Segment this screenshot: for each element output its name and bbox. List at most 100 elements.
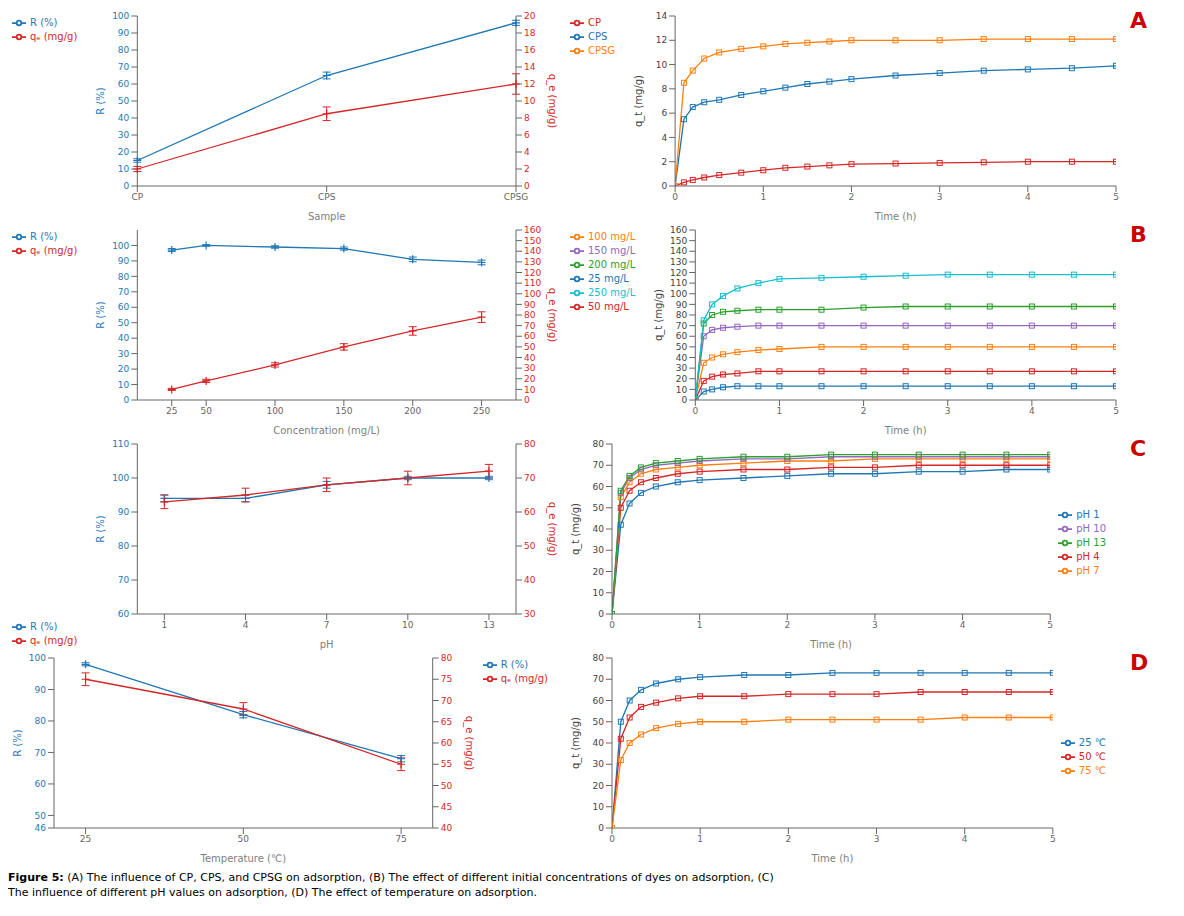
svg-text:50: 50: [35, 811, 47, 821]
svg-text:45: 45: [441, 802, 452, 812]
svg-text:40: 40: [524, 353, 536, 363]
svg-text:100: 100: [112, 241, 129, 251]
svg-text:130: 130: [524, 257, 541, 267]
svg-text:8: 8: [661, 84, 667, 94]
svg-text:90: 90: [676, 300, 688, 310]
svg-text:60: 60: [118, 302, 130, 312]
svg-text:10: 10: [118, 380, 130, 390]
svg-text:30: 30: [524, 609, 536, 619]
svg-text:80: 80: [593, 439, 605, 449]
svg-text:Time (h): Time (h): [809, 639, 852, 650]
svg-text:10: 10: [402, 620, 414, 630]
svg-text:100: 100: [29, 653, 46, 663]
svg-text:90: 90: [118, 507, 130, 517]
svg-text:13: 13: [483, 620, 494, 630]
svg-text:100: 100: [670, 289, 687, 299]
svg-text:20: 20: [118, 364, 130, 374]
svg-text:100: 100: [112, 11, 129, 21]
svg-text:2: 2: [861, 406, 867, 416]
svg-text:0: 0: [124, 181, 130, 191]
svg-text:10: 10: [524, 385, 536, 395]
svg-text:4: 4: [962, 834, 968, 844]
svg-text:10: 10: [118, 164, 130, 174]
svg-text:40: 40: [441, 823, 453, 833]
svg-text:130: 130: [670, 257, 687, 267]
svg-text:0: 0: [609, 834, 615, 844]
svg-text:80: 80: [676, 310, 688, 320]
svg-text:20: 20: [118, 147, 130, 157]
svg-text:1: 1: [161, 620, 167, 630]
svg-text:CP: CP: [131, 192, 143, 202]
svg-text:60: 60: [441, 738, 453, 748]
svg-text:10: 10: [593, 802, 605, 812]
svg-text:40: 40: [118, 333, 130, 343]
svg-text:10: 10: [676, 385, 688, 395]
svg-text:60: 60: [524, 507, 536, 517]
svg-text:R (%): R (%): [95, 87, 106, 115]
svg-text:R (%): R (%): [12, 729, 23, 757]
svg-text:Time (h): Time (h): [884, 425, 927, 436]
svg-text:30: 30: [118, 349, 130, 359]
svg-text:200: 200: [404, 406, 421, 416]
svg-text:70: 70: [524, 473, 536, 483]
svg-text:q_e (mg/g): q_e (mg/g): [546, 74, 558, 128]
svg-text:12: 12: [524, 79, 535, 89]
svg-text:40: 40: [524, 575, 536, 585]
svg-text:65: 65: [441, 717, 452, 727]
svg-text:q_e (mg/g): q_e (mg/g): [546, 288, 558, 342]
svg-text:50: 50: [676, 342, 688, 352]
svg-text:80: 80: [593, 653, 605, 663]
svg-text:75: 75: [441, 674, 452, 684]
svg-text:70: 70: [676, 321, 688, 331]
svg-text:q_t (mg/g): q_t (mg/g): [633, 75, 645, 127]
svg-text:160: 160: [670, 225, 687, 235]
svg-text:1: 1: [777, 406, 783, 416]
svg-text:20: 20: [593, 781, 605, 791]
svg-text:46: 46: [35, 823, 47, 833]
svg-text:0: 0: [598, 609, 604, 619]
svg-text:100: 100: [266, 406, 283, 416]
svg-text:25: 25: [166, 406, 177, 416]
svg-text:0: 0: [524, 181, 530, 191]
svg-text:100: 100: [524, 289, 541, 299]
svg-text:50: 50: [593, 717, 605, 727]
svg-text:3: 3: [945, 406, 951, 416]
svg-text:70: 70: [441, 696, 453, 706]
svg-text:q_e (mg/g): q_e (mg/g): [463, 716, 475, 770]
svg-text:70: 70: [35, 748, 47, 758]
svg-text:1: 1: [760, 192, 766, 202]
svg-text:110: 110: [524, 278, 541, 288]
svg-text:250: 250: [473, 406, 490, 416]
svg-text:Temperature (℃): Temperature (℃): [200, 853, 287, 864]
svg-text:30: 30: [524, 363, 536, 373]
svg-text:CPS: CPS: [318, 192, 336, 202]
svg-text:0: 0: [524, 395, 530, 405]
svg-text:0: 0: [672, 192, 678, 202]
svg-text:160: 160: [524, 225, 541, 235]
svg-text:Time (h): Time (h): [811, 853, 854, 864]
svg-text:4: 4: [960, 620, 966, 630]
svg-text:25: 25: [80, 834, 91, 844]
svg-text:70: 70: [118, 575, 130, 585]
svg-text:1: 1: [697, 834, 703, 844]
svg-text:90: 90: [35, 685, 47, 695]
svg-text:90: 90: [118, 28, 130, 38]
svg-text:50: 50: [524, 342, 536, 352]
svg-text:60: 60: [118, 609, 130, 619]
svg-text:0: 0: [124, 395, 130, 405]
svg-text:60: 60: [118, 79, 130, 89]
svg-text:90: 90: [118, 256, 130, 266]
svg-text:q_e (mg/g): q_e (mg/g): [546, 502, 558, 556]
svg-text:3: 3: [937, 192, 943, 202]
svg-text:140: 140: [670, 246, 687, 256]
svg-text:0: 0: [682, 395, 688, 405]
svg-text:120: 120: [670, 268, 687, 278]
svg-text:80: 80: [524, 439, 536, 449]
svg-text:4: 4: [1029, 406, 1035, 416]
svg-text:7: 7: [324, 620, 330, 630]
svg-text:2: 2: [784, 620, 790, 630]
svg-text:70: 70: [593, 674, 605, 684]
svg-text:1: 1: [697, 620, 703, 630]
svg-text:20: 20: [593, 567, 605, 577]
svg-text:80: 80: [441, 653, 453, 663]
